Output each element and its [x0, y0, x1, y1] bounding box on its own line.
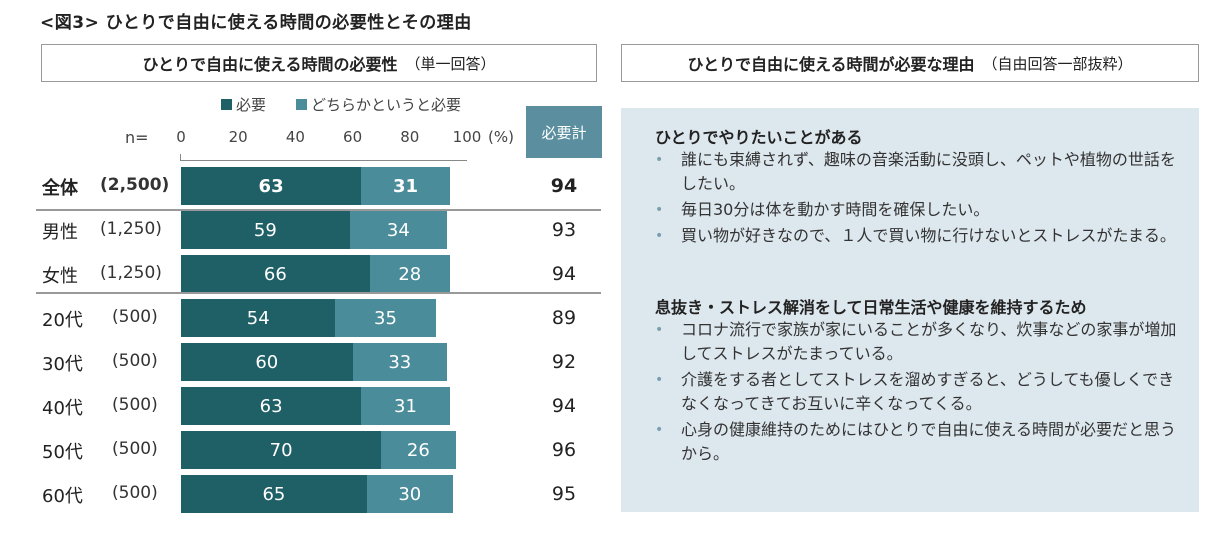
row-label: 男性 — [42, 222, 78, 243]
reason-item-text: コロナ流行で家族が家にいることが多くなり、炊事などの家事が増加してストレスがたま… — [681, 320, 1177, 363]
x-tick-label: 0 — [176, 128, 186, 146]
row-label: 60代 — [42, 486, 83, 507]
total-value: 89 — [551, 307, 577, 329]
row-n: (1,250) — [100, 263, 162, 283]
total-value: 94 — [551, 395, 577, 417]
row-n: (500) — [112, 439, 158, 459]
total-column-header: 必要計 — [526, 106, 602, 158]
legend-item-somewhat-necessary: どちらかというと必要 — [296, 94, 461, 115]
x-tick-label: 100 — [452, 128, 482, 146]
bullet-icon: • — [655, 322, 664, 338]
row-n: (2,500) — [100, 175, 170, 195]
reason-section-heading: ひとりでやりたいことがある — [655, 128, 863, 147]
row-n: (1,250) — [100, 219, 162, 239]
row-n: (500) — [112, 483, 158, 503]
reason-item-text: 買い物が好きなので、１人で買い物に行けないとストレスがたまる。 — [681, 226, 1176, 245]
legend-item-necessary: 必要 — [221, 94, 266, 115]
legend-swatch-somewhat-necessary — [296, 99, 307, 110]
legend-swatch-necessary — [221, 99, 232, 110]
bar-segment-somewhat-necessary: 31 — [361, 387, 450, 425]
bar-segment-necessary: 54 — [181, 299, 336, 337]
bar-segment-necessary: 59 — [181, 211, 350, 249]
figure-title: <図3> ひとりで自由に使える時間の必要性とその理由 — [40, 13, 472, 33]
x-tick-label: 20 — [228, 128, 248, 146]
bullet-icon: • — [655, 372, 664, 388]
reason-panel: ひとりでやりたいことがある • 誰にも束縛されず、趣味の音楽活動に没頭し、ペットや植… — [621, 108, 1199, 512]
x-axis-origin-tick — [180, 154, 181, 161]
left-panel-title: ひとりで自由に使える時間の必要性 — [142, 55, 398, 74]
bar-segment-somewhat-necessary: 30 — [366, 475, 453, 513]
total-value: 93 — [551, 219, 577, 241]
right-panel-title: ひとりで自由に使える時間が必要な理由 — [687, 55, 975, 74]
right-panel-subtitle: （自由回答一部抜粋） — [982, 54, 1133, 73]
row-label: 女性 — [42, 266, 78, 287]
percent-unit-label: (%) — [488, 128, 514, 146]
row-n: (500) — [112, 351, 158, 371]
left-panel-subtitle: （単一回答） — [405, 54, 496, 73]
legend-label-necessary: 必要 — [236, 96, 267, 114]
reason-item: • 心身の健康維持のためにはひとりで自由に使える時間が必要だと思うから。 — [655, 418, 1181, 466]
total-value: 94 — [551, 263, 577, 285]
reason-section-heading: 息抜き・ストレス解消をして日常生活や健康を維持するため — [655, 298, 1087, 317]
reason-item: • 買い物が好きなので、１人で買い物に行けないとストレスがたまる。 — [655, 224, 1181, 248]
n-label: n= — [125, 128, 149, 147]
bar-segment-somewhat-necessary: 33 — [352, 343, 447, 381]
reason-item: • 毎日30分は体を動かす時間を確保したい。 — [655, 198, 1181, 222]
bar-segment-necessary: 63 — [181, 167, 362, 205]
bullet-icon: • — [655, 228, 664, 244]
row-label: 40代 — [42, 398, 83, 419]
x-tick-label: 40 — [285, 128, 305, 146]
bar-segment-necessary: 70 — [181, 431, 382, 469]
reason-item: • 誰にも束縛されず、趣味の音楽活動に没頭し、ペットや植物の世話をしたい。 — [655, 148, 1181, 196]
bar-segment-somewhat-necessary: 35 — [335, 299, 436, 337]
bar-segment-somewhat-necessary: 26 — [381, 431, 456, 469]
row-n: (500) — [112, 307, 158, 327]
reason-item-text: 誰にも束縛されず、趣味の音楽活動に没頭し、ペットや植物の世話をしたい。 — [681, 150, 1176, 193]
group-divider — [36, 209, 601, 211]
x-axis-line — [181, 160, 467, 161]
right-panel-header: ひとりで自由に使える時間が必要な理由 （自由回答一部抜粋） — [621, 44, 1199, 82]
legend-label-somewhat-necessary: どちらかというと必要 — [311, 96, 462, 114]
bullet-icon: • — [655, 152, 664, 168]
row-label: 50代 — [42, 442, 83, 463]
reason-item-text: 毎日30分は体を動かす時間を確保したい。 — [681, 200, 990, 219]
bullet-icon: • — [655, 422, 664, 438]
bar-segment-somewhat-necessary: 31 — [361, 167, 450, 205]
bar-segment-necessary: 66 — [181, 255, 370, 293]
reason-item-text: 心身の健康維持のためにはひとりで自由に使える時間が必要だと思うから。 — [681, 420, 1177, 463]
bar-segment-necessary: 63 — [181, 387, 362, 425]
reason-item: • コロナ流行で家族が家にいることが多くなり、炊事などの家事が増加してストレスがた… — [655, 318, 1181, 366]
total-value: 95 — [551, 483, 577, 505]
bar-segment-necessary: 60 — [181, 343, 353, 381]
row-label: 30代 — [42, 354, 83, 375]
bar-segment-somewhat-necessary: 28 — [369, 255, 450, 293]
bar-segment-somewhat-necessary: 34 — [349, 211, 447, 249]
x-tick-label: 80 — [400, 128, 420, 146]
reason-item: • 介護をする者としてストレスを溜めすぎると、どうしても優しくできなくなってきてお… — [655, 368, 1181, 416]
bar-segment-necessary: 65 — [181, 475, 367, 513]
left-panel-header: ひとりで自由に使える時間の必要性 （単一回答） — [41, 44, 597, 82]
row-label: 全体 — [42, 178, 78, 199]
x-tick-label: 60 — [343, 128, 363, 146]
total-value: 92 — [551, 351, 577, 373]
group-divider — [36, 292, 601, 294]
total-value: 94 — [550, 175, 578, 197]
row-n: (500) — [112, 395, 158, 415]
reason-item-text: 介護をする者としてストレスを溜めすぎると、どうしても優しくできなくなってきてお互… — [681, 370, 1175, 413]
total-value: 96 — [551, 439, 577, 461]
row-label: 20代 — [42, 310, 83, 331]
bullet-icon: • — [655, 202, 664, 218]
